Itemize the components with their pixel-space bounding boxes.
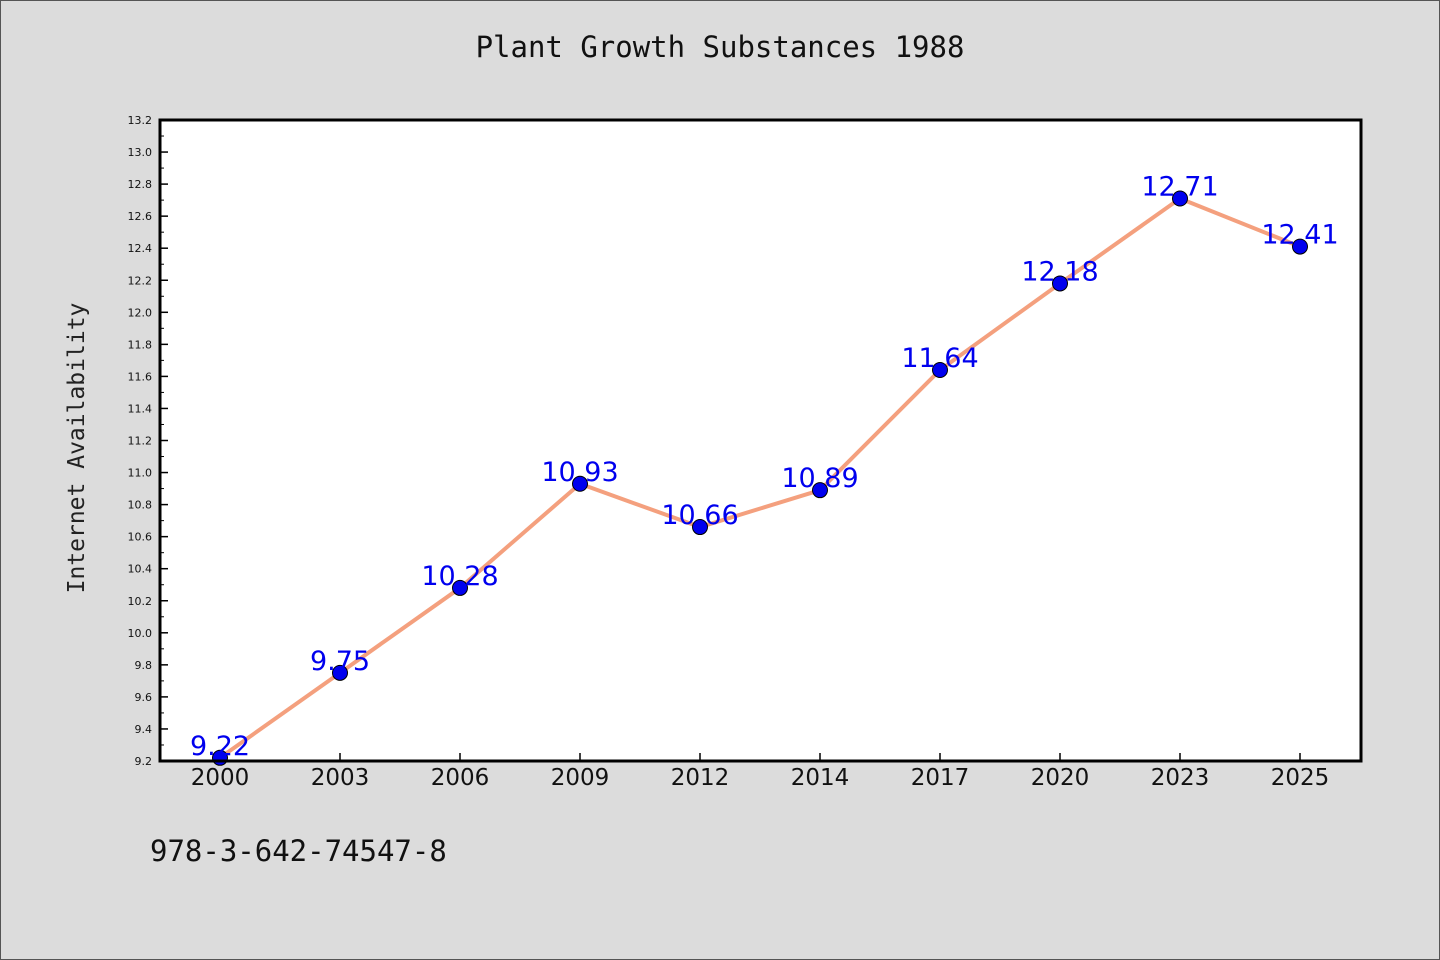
data-label: 9.22 [190,731,250,762]
data-point [1172,190,1188,207]
data-point [1292,238,1308,255]
y-tick-label: 12.0 [128,306,153,319]
series-line [218,196,1301,760]
y-axis: 9.2 9.4 9.6 9.8 10.0 10.2 10.4 10.6 10.8 11.0 11.2… [128,114,168,768]
x-tick-label: 2012 [671,765,730,791]
x-tick-label: 2003 [311,765,370,791]
y-tick-label: 11.4 [128,402,153,415]
plot-area [160,120,1361,761]
x-tick-label: 2009 [551,765,610,791]
data-point [932,361,948,378]
data-point [332,664,348,681]
y-tick-label: 11.8 [128,338,153,351]
y-tick-label: 11.2 [128,435,153,448]
data-point [452,579,468,596]
y-tick-label: 9.6 [135,691,153,704]
chart-title: Plant Growth Substances 1988 [475,30,965,64]
x-tick-label: 2006 [431,765,490,791]
data-label: 12.18 [1021,256,1098,287]
data-label: 12.41 [1261,220,1338,251]
data-label: 10.28 [421,561,498,592]
data-label: 10.66 [661,500,738,531]
y-tick-label: 10.0 [128,627,153,640]
data-point [1052,275,1068,292]
x-axis: 2000 2003 2006 2009 2012 2014 2017 2020 2023 2025 [191,753,1330,791]
y-tick-label: 9.4 [135,723,153,736]
y-tick-label: 10.8 [128,499,153,512]
y-tick-label: 9.8 [135,659,153,672]
data-point [812,482,828,499]
y-tick-label: 9.2 [135,755,153,768]
series-markers [212,190,1308,766]
y-tick-label: 12.8 [128,178,153,191]
data-point [692,519,708,536]
x-tick-label: 2017 [911,765,970,791]
y-tick-label: 11.0 [128,467,153,480]
data-label: 9.75 [310,646,370,677]
y-tick-label: 12.6 [128,210,153,223]
y-tick-label: 13.0 [128,146,153,159]
x-tick-label: 2020 [1031,765,1090,791]
footnote-isbn: 978-3-642-74547-8 [150,834,447,868]
plot-border [158,118,1363,763]
y-tick-label: 12.4 [128,242,153,255]
x-tick-label: 2014 [791,765,850,791]
data-labels: 9.22 9.75 10.28 10.93 10.66 10.89 11.64 12.18 12… [190,172,1339,762]
y-tick-label: 10.6 [128,531,153,544]
y-tick-label: 10.4 [128,563,153,576]
y-tick-label: 13.2 [128,114,153,127]
data-label: 12.71 [1141,172,1218,203]
data-label: 10.93 [541,457,618,488]
y-tick-label: 12.2 [128,274,153,287]
x-tick-label: 2025 [1271,765,1330,791]
data-label: 10.89 [781,463,858,494]
y-tick-label: 11.6 [128,370,153,383]
data-point [572,475,588,492]
x-tick-label: 2000 [191,765,250,791]
y-tick-label: 10.2 [128,595,153,608]
data-label: 11.64 [901,343,978,374]
x-tick-label: 2023 [1151,765,1210,791]
